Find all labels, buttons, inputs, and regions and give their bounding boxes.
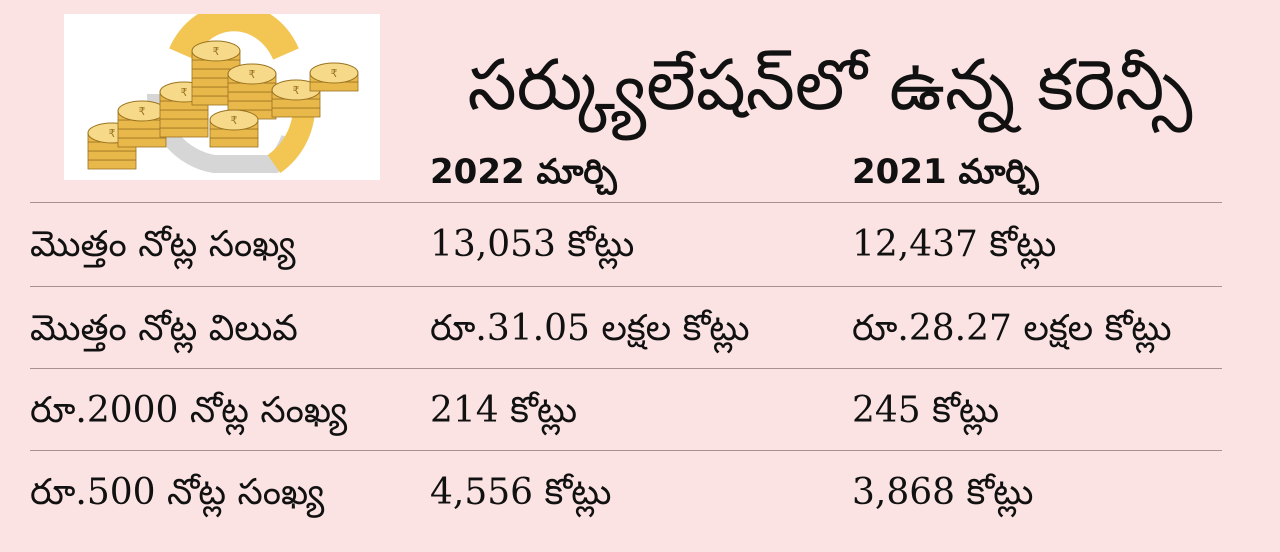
svg-text:₹: ₹ [181, 86, 188, 99]
value-2022: 13,053 కోట్లు [430, 224, 635, 265]
table-row: మొత్తం నోట్ల సంఖ్య 13,053 కోట్లు 12,437 … [0, 204, 1280, 286]
row-label: రూ.500 నోట్ల సంఖ్య [30, 472, 325, 513]
column-header-2021: 2021 మార్చి [852, 152, 1039, 192]
value-2021: 3,868 కోట్లు [852, 472, 1034, 513]
svg-text:₹: ₹ [293, 84, 300, 97]
value-2021: రూ.28.27 లక్షల కోట్లు [852, 308, 1172, 349]
coin-stack-icon: ₹ ₹ ₹ ₹ ₹ ₹ ₹ ₹ [87, 3, 359, 174]
value-2022: 4,556 కోట్లు [430, 472, 612, 513]
svg-text:₹: ₹ [139, 105, 146, 118]
table-row: రూ.2000 నోట్ల సంఖ్య 214 కోట్లు 245 కోట్ల… [0, 370, 1280, 452]
divider [30, 202, 1222, 203]
divider [30, 286, 1222, 287]
table-row: రూ.500 నోట్ల సంఖ్య 4,556 కోట్లు 3,868 కో… [0, 452, 1280, 534]
page-title: సర్క్యులేషన్‌లో ఉన్న కరెన్సీ [467, 44, 1193, 126]
value-2021: 245 కోట్లు [852, 390, 1000, 431]
row-label: మొత్తం నోట్ల సంఖ్య [30, 224, 296, 265]
row-label: రూ.2000 నోట్ల సంఖ్య [30, 390, 348, 431]
coins-illustration: ₹ ₹ ₹ ₹ ₹ ₹ ₹ ₹ [64, 3, 380, 180]
table-row: మొత్తం నోట్ల విలువ రూ.31.05 లక్షల కోట్లు… [0, 288, 1280, 370]
svg-text:₹: ₹ [109, 127, 116, 140]
svg-text:₹: ₹ [331, 67, 338, 80]
divider [30, 368, 1222, 369]
svg-text:₹: ₹ [231, 114, 238, 127]
divider [30, 450, 1222, 451]
svg-text:₹: ₹ [213, 45, 220, 58]
value-2022: రూ.31.05 లక్షల కోట్లు [430, 308, 750, 349]
row-label: మొత్తం నోట్ల విలువ [30, 308, 298, 349]
svg-text:₹: ₹ [249, 68, 256, 81]
value-2021: 12,437 కోట్లు [852, 224, 1057, 265]
column-header-2022: 2022 మార్చి [430, 152, 617, 192]
value-2022: 214 కోట్లు [430, 390, 578, 431]
